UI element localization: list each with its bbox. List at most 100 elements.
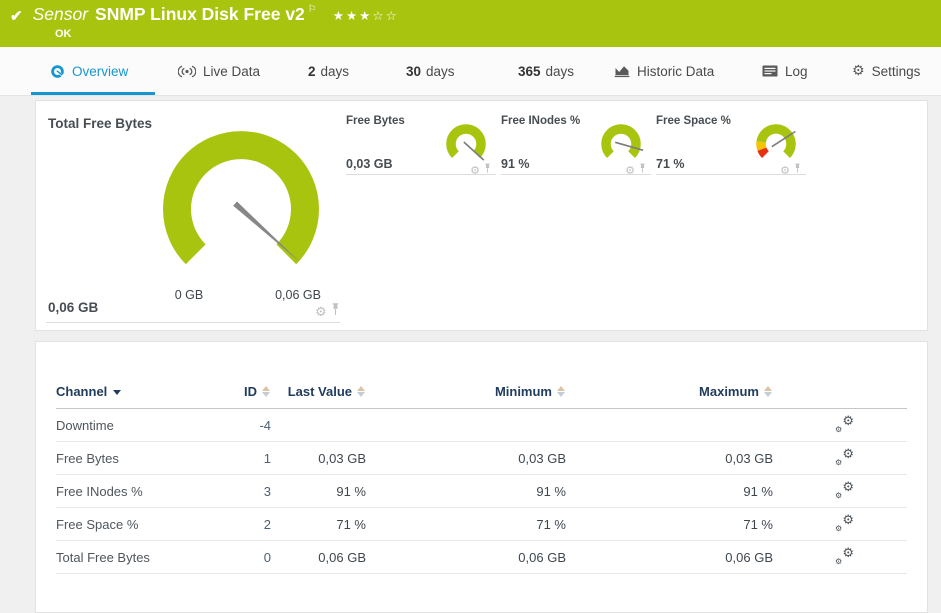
tab-label: Settings xyxy=(871,63,921,79)
channel-id: 2 xyxy=(263,516,271,532)
gauge-needle xyxy=(463,141,485,161)
table-row-total-free-bytes[interactable]: Total Free Bytes 0 0,06 GB 0,06 GB 0,06 … xyxy=(56,541,907,574)
total-free-bytes-gauge xyxy=(163,131,319,265)
flag-icon[interactable]: ⚐ xyxy=(307,4,317,15)
tab-30-days[interactable]: 30 days xyxy=(406,47,455,95)
gauge-needle xyxy=(233,201,301,263)
sort-icon xyxy=(262,386,271,397)
channel-id: 0 xyxy=(263,549,271,565)
tab-label: Log xyxy=(785,63,808,79)
channel-last-value: 71 % xyxy=(336,516,366,532)
tab-label: days xyxy=(320,63,350,79)
tab-label: Live Data xyxy=(203,63,261,79)
tab-historic-data[interactable]: Historic Data xyxy=(614,47,714,95)
gauge-block-free-space: Free Space % 71 % ⚙ xyxy=(656,115,806,185)
tab-overview[interactable]: Overview xyxy=(30,47,156,95)
channel-minimum: 0,03 GB xyxy=(518,450,566,466)
tab-2-days[interactable]: 2 days xyxy=(308,47,349,95)
sort-icon xyxy=(357,386,366,397)
table-row-downtime[interactable]: Downtime -4 ⚙ ⚙ xyxy=(56,409,907,442)
gauge-needle xyxy=(771,130,796,148)
historic-chart-icon xyxy=(614,64,630,78)
gauge-settings-gear-icon[interactable]: ⚙ xyxy=(315,304,327,320)
channel-maximum: 91 % xyxy=(743,483,773,499)
priority-stars[interactable]: ★★★☆☆ xyxy=(332,9,399,23)
channel-settings-gears-icon[interactable]: ⚙ ⚙ xyxy=(835,546,854,566)
divider xyxy=(656,174,806,175)
gauge-needle xyxy=(614,141,644,152)
log-icon xyxy=(762,65,778,77)
free-bytes-gauge xyxy=(446,124,486,161)
column-header-last-value[interactable]: Last Value xyxy=(271,384,366,399)
sensor-status-bar: ✔ Sensor SNMP Linux Disk Free v2 ⚐ ★★★☆☆… xyxy=(0,0,941,47)
gauge-value: 91 % xyxy=(501,157,530,171)
channel-id: 3 xyxy=(263,483,271,499)
tab-label: days xyxy=(426,63,455,79)
gauge-settings-gear-icon[interactable]: ⚙ xyxy=(780,163,790,177)
live-data-icon xyxy=(178,65,196,78)
table-row-free-space[interactable]: Free Space % 2 71 % 71 % 71 % ⚙ ⚙ xyxy=(56,508,907,541)
tab-number: 2 xyxy=(308,63,316,79)
channel-name: Free Bytes xyxy=(56,450,119,466)
column-header-maximum[interactable]: Maximum xyxy=(566,384,773,399)
settings-gear-icon: ⚙ xyxy=(852,63,865,79)
channel-minimum: 0,06 GB xyxy=(518,549,566,565)
tab-live-data[interactable]: Live Data xyxy=(178,47,260,95)
column-header-channel[interactable]: Channel xyxy=(56,384,216,399)
pin-icon[interactable] xyxy=(484,161,491,179)
main-gauge-axis-max: 0,06 GB xyxy=(275,288,321,302)
divider xyxy=(346,174,496,175)
tab-number: 30 xyxy=(406,63,422,79)
channel-maximum: 0,03 GB xyxy=(725,450,773,466)
table-row-free-inodes[interactable]: Free INodes % 3 91 % 91 % 91 % ⚙ ⚙ xyxy=(56,475,907,508)
gauge-settings-gear-icon[interactable]: ⚙ xyxy=(625,163,635,177)
sensor-type-label: Sensor xyxy=(32,4,89,24)
channel-name: Downtime xyxy=(56,417,114,433)
column-header-minimum[interactable]: Minimum xyxy=(366,384,566,399)
pin-icon[interactable] xyxy=(331,303,340,321)
channel-id: -4 xyxy=(259,417,271,433)
channel-name: Free INodes % xyxy=(56,483,143,499)
gauge-settings-gear-icon[interactable]: ⚙ xyxy=(470,163,480,177)
channels-panel: Channel ID Last Value Minimum Maximum Do… xyxy=(35,341,928,613)
channel-last-value: 91 % xyxy=(336,483,366,499)
sort-icon xyxy=(557,386,566,397)
pin-icon[interactable] xyxy=(794,161,801,179)
main-gauge-title: Total Free Bytes xyxy=(48,116,153,131)
table-header-row: Channel ID Last Value Minimum Maximum xyxy=(56,384,907,409)
channel-settings-gears-icon[interactable]: ⚙ ⚙ xyxy=(835,414,854,434)
status-badge: OK xyxy=(55,28,72,40)
tab-log[interactable]: Log xyxy=(762,47,808,95)
channel-last-value: 0,06 GB xyxy=(318,549,366,565)
sort-icon xyxy=(764,386,773,397)
channel-maximum: 0,06 GB xyxy=(725,549,773,565)
channel-name: Total Free Bytes xyxy=(56,549,150,565)
table-row-free-bytes[interactable]: Free Bytes 1 0,03 GB 0,03 GB 0,03 GB ⚙ ⚙ xyxy=(56,442,907,475)
channel-settings-gears-icon[interactable]: ⚙ ⚙ xyxy=(835,513,854,533)
channel-settings-gears-icon[interactable]: ⚙ ⚙ xyxy=(835,447,854,467)
pin-icon[interactable] xyxy=(639,161,646,179)
tab-365-days[interactable]: 365 days xyxy=(518,47,574,95)
sensor-title: SNMP Linux Disk Free v2 xyxy=(95,4,305,24)
free-inodes-gauge xyxy=(601,124,644,158)
channel-minimum: 91 % xyxy=(536,483,566,499)
status-ok-check-icon: ✔ xyxy=(10,8,23,25)
channel-settings-gears-icon[interactable]: ⚙ ⚙ xyxy=(835,480,854,500)
main-gauge-axis-min: 0 GB xyxy=(174,288,204,302)
channels-table: Channel ID Last Value Minimum Maximum Do… xyxy=(36,342,927,574)
tab-label: Historic Data xyxy=(637,63,715,79)
channel-maximum: 71 % xyxy=(743,516,773,532)
channel-name: Free Space % xyxy=(56,516,139,532)
channel-minimum: 71 % xyxy=(536,516,566,532)
column-header-id[interactable]: ID xyxy=(216,384,271,399)
sort-desc-caret-icon xyxy=(113,390,122,396)
tab-bar: Overview Live Data 2 days 30 days 365 da… xyxy=(0,47,941,96)
free-space-gauge xyxy=(756,124,796,158)
gauges-panel: Total Free Bytes 0 GB 0,06 GB 0,06 GB ⚙ … xyxy=(35,100,928,331)
channel-last-value: 0,03 GB xyxy=(318,450,366,466)
channel-id: 1 xyxy=(263,450,271,466)
gauge-title: Free Bytes xyxy=(346,115,405,127)
tab-settings[interactable]: ⚙ Settings xyxy=(852,47,920,95)
gauge-icon xyxy=(50,64,65,79)
tab-number: 365 xyxy=(518,63,541,79)
